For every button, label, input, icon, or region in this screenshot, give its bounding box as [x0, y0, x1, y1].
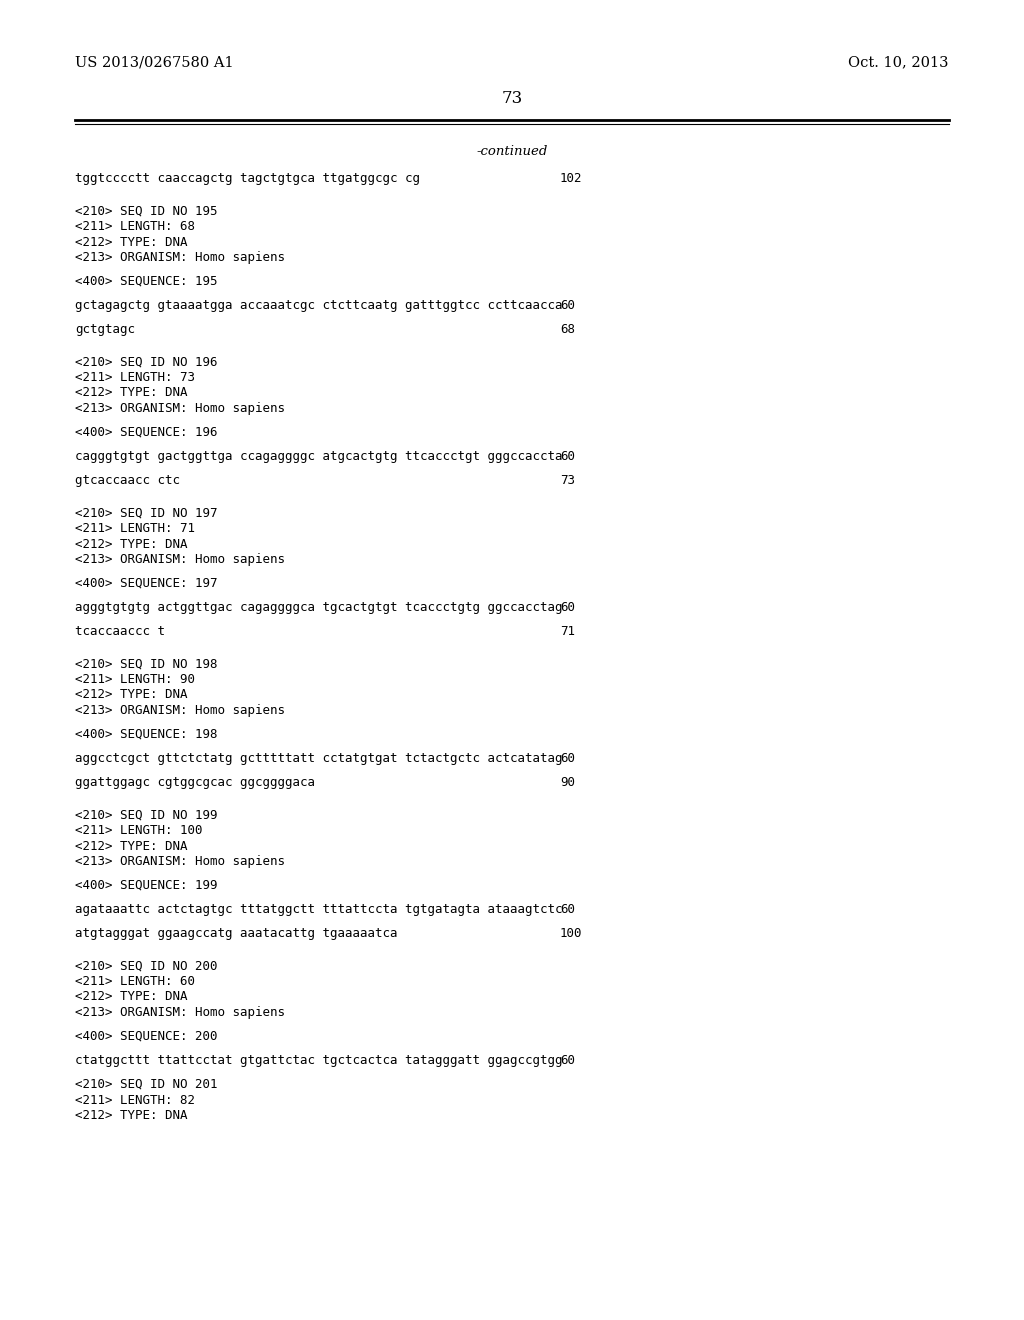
Text: 60: 60: [560, 450, 575, 463]
Text: gctgtagc: gctgtagc: [75, 323, 135, 337]
Text: <212> TYPE: DNA: <212> TYPE: DNA: [75, 840, 187, 853]
Text: <213> ORGANISM: Homo sapiens: <213> ORGANISM: Homo sapiens: [75, 704, 285, 717]
Text: <211> LENGTH: 82: <211> LENGTH: 82: [75, 1093, 195, 1106]
Text: agggtgtgtg actggttgac cagaggggca tgcactgtgt tcaccctgtg ggccacctag: agggtgtgtg actggttgac cagaggggca tgcactg…: [75, 601, 562, 614]
Text: <211> LENGTH: 71: <211> LENGTH: 71: [75, 521, 195, 535]
Text: <213> ORGANISM: Homo sapiens: <213> ORGANISM: Homo sapiens: [75, 1006, 285, 1019]
Text: 90: 90: [560, 776, 575, 789]
Text: 60: 60: [560, 903, 575, 916]
Text: 60: 60: [560, 752, 575, 766]
Text: <210> SEQ ID NO 200: <210> SEQ ID NO 200: [75, 960, 217, 973]
Text: tggtcccctt caaccagctg tagctgtgca ttgatggcgc cg: tggtcccctt caaccagctg tagctgtgca ttgatgg…: [75, 172, 420, 185]
Text: gctagagctg gtaaaatgga accaaatcgc ctcttcaatg gatttggtcc ccttcaacca: gctagagctg gtaaaatgga accaaatcgc ctcttca…: [75, 300, 562, 312]
Text: <400> SEQUENCE: 198: <400> SEQUENCE: 198: [75, 729, 217, 741]
Text: <210> SEQ ID NO 197: <210> SEQ ID NO 197: [75, 507, 217, 520]
Text: <212> TYPE: DNA: <212> TYPE: DNA: [75, 689, 187, 701]
Text: <212> TYPE: DNA: <212> TYPE: DNA: [75, 235, 187, 248]
Text: <212> TYPE: DNA: <212> TYPE: DNA: [75, 990, 187, 1003]
Text: <211> LENGTH: 73: <211> LENGTH: 73: [75, 371, 195, 384]
Text: atgtagggat ggaagccatg aaatacattg tgaaaaatca: atgtagggat ggaagccatg aaatacattg tgaaaaa…: [75, 927, 397, 940]
Text: <212> TYPE: DNA: <212> TYPE: DNA: [75, 1109, 187, 1122]
Text: <210> SEQ ID NO 201: <210> SEQ ID NO 201: [75, 1078, 217, 1092]
Text: <210> SEQ ID NO 199: <210> SEQ ID NO 199: [75, 808, 217, 821]
Text: tcaccaaccc t: tcaccaaccc t: [75, 624, 165, 638]
Text: <400> SEQUENCE: 199: <400> SEQUENCE: 199: [75, 879, 217, 892]
Text: 73: 73: [502, 90, 522, 107]
Text: <211> LENGTH: 90: <211> LENGTH: 90: [75, 673, 195, 686]
Text: cagggtgtgt gactggttga ccagaggggc atgcactgtg ttcaccctgt gggccaccta: cagggtgtgt gactggttga ccagaggggc atgcact…: [75, 450, 562, 463]
Text: 73: 73: [560, 474, 575, 487]
Text: 71: 71: [560, 624, 575, 638]
Text: 68: 68: [560, 323, 575, 337]
Text: gtcaccaacc ctc: gtcaccaacc ctc: [75, 474, 180, 487]
Text: <213> ORGANISM: Homo sapiens: <213> ORGANISM: Homo sapiens: [75, 251, 285, 264]
Text: <400> SEQUENCE: 196: <400> SEQUENCE: 196: [75, 426, 217, 440]
Text: <400> SEQUENCE: 197: <400> SEQUENCE: 197: [75, 577, 217, 590]
Text: <400> SEQUENCE: 195: <400> SEQUENCE: 195: [75, 275, 217, 288]
Text: <212> TYPE: DNA: <212> TYPE: DNA: [75, 387, 187, 400]
Text: ggattggagc cgtggcgcac ggcggggaca: ggattggagc cgtggcgcac ggcggggaca: [75, 776, 315, 789]
Text: 60: 60: [560, 601, 575, 614]
Text: US 2013/0267580 A1: US 2013/0267580 A1: [75, 55, 233, 69]
Text: <213> ORGANISM: Homo sapiens: <213> ORGANISM: Homo sapiens: [75, 855, 285, 869]
Text: <212> TYPE: DNA: <212> TYPE: DNA: [75, 537, 187, 550]
Text: 60: 60: [560, 1053, 575, 1067]
Text: <213> ORGANISM: Homo sapiens: <213> ORGANISM: Homo sapiens: [75, 403, 285, 414]
Text: <210> SEQ ID NO 198: <210> SEQ ID NO 198: [75, 657, 217, 671]
Text: Oct. 10, 2013: Oct. 10, 2013: [849, 55, 949, 69]
Text: 60: 60: [560, 300, 575, 312]
Text: <211> LENGTH: 100: <211> LENGTH: 100: [75, 824, 203, 837]
Text: -continued: -continued: [476, 145, 548, 158]
Text: ctatggcttt ttattcctat gtgattctac tgctcactca tatagggatt ggagccgtgg: ctatggcttt ttattcctat gtgattctac tgctcac…: [75, 1053, 562, 1067]
Text: <210> SEQ ID NO 195: <210> SEQ ID NO 195: [75, 205, 217, 218]
Text: aggcctcgct gttctctatg gctttttatt cctatgtgat tctactgctc actcatatag: aggcctcgct gttctctatg gctttttatt cctatgt…: [75, 752, 562, 766]
Text: agataaattc actctagtgc tttatggctt tttattccta tgtgatagta ataaagtctc: agataaattc actctagtgc tttatggctt tttattc…: [75, 903, 562, 916]
Text: <211> LENGTH: 68: <211> LENGTH: 68: [75, 220, 195, 234]
Text: 100: 100: [560, 927, 583, 940]
Text: <211> LENGTH: 60: <211> LENGTH: 60: [75, 975, 195, 987]
Text: <210> SEQ ID NO 196: <210> SEQ ID NO 196: [75, 355, 217, 368]
Text: 102: 102: [560, 172, 583, 185]
Text: <213> ORGANISM: Homo sapiens: <213> ORGANISM: Homo sapiens: [75, 553, 285, 566]
Text: <400> SEQUENCE: 200: <400> SEQUENCE: 200: [75, 1030, 217, 1043]
